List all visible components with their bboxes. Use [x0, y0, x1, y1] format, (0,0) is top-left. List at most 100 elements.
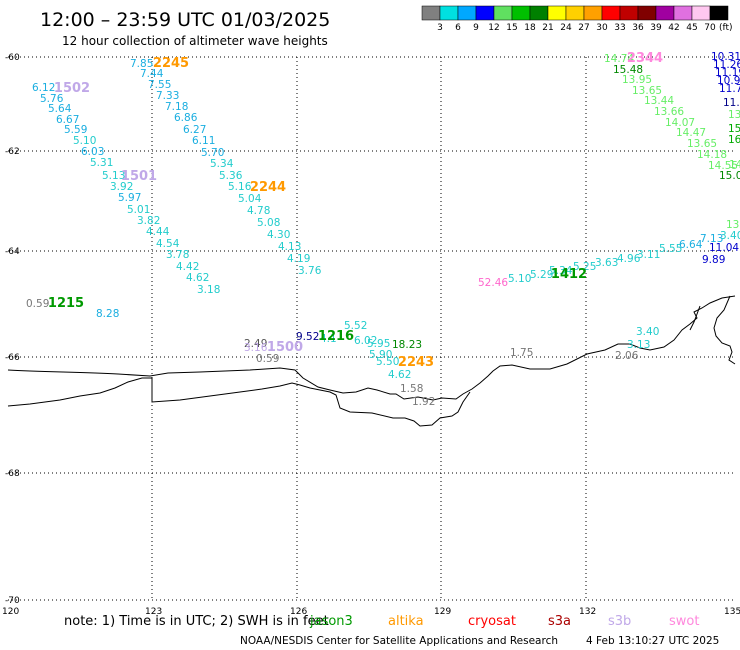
wave-height-value: 4.30: [267, 229, 290, 241]
wave-height-value: 52.46: [478, 277, 508, 289]
lon-label: 135: [724, 607, 740, 617]
wave-height-values: 7.857.447.557.337.186.866.276.115.705.34…: [26, 51, 740, 408]
wave-height-value: 5.13: [102, 170, 125, 182]
legend-label: 33: [614, 23, 625, 33]
coastline-east: [713, 295, 736, 365]
pass-label: 2243: [398, 355, 434, 370]
pass-label: 1501: [121, 169, 157, 184]
pass-label: 1215: [48, 296, 84, 311]
wave-height-value: 10.92: [717, 75, 740, 87]
wave-height-value: 3.78: [166, 249, 189, 261]
lon-label: 123: [145, 607, 162, 617]
wave-height-value: 6.02: [354, 335, 377, 347]
legend-swatch: [511, 5, 531, 21]
legend-swatch: [475, 5, 495, 21]
wave-height-value: 4.42: [176, 261, 199, 273]
wave-height-value: 9.89: [702, 254, 725, 266]
legend-swatch: [709, 5, 729, 21]
wave-height-value: 3.82: [137, 215, 160, 227]
satellite-legend-s3a: s3a: [548, 614, 571, 629]
lat-label: -60: [5, 53, 20, 63]
satellite-legend: jason3 altika cryosat s3a s3b swot: [309, 614, 699, 629]
wave-height-value: 11.97: [723, 97, 740, 109]
pass-label: 2344: [627, 51, 663, 66]
lon-axis-labels: 120 123 126 129 132 135: [2, 607, 740, 617]
wave-height-value: 5.25: [573, 261, 596, 273]
wave-height-value: 3.63: [595, 257, 618, 269]
satellite-legend-altika: altika: [388, 614, 424, 629]
wave-height-value: 1.58: [400, 383, 423, 395]
wave-height-value: 5.31: [90, 157, 113, 169]
legend-label: 12: [488, 23, 499, 33]
wave-height-value: 5.29: [530, 269, 553, 281]
wave-height-value: 6.11: [192, 135, 215, 147]
wave-height-value: 4.44: [146, 226, 170, 238]
legend-swatch: [493, 5, 513, 21]
wave-height-value: 3.16: [244, 342, 268, 354]
wave-height-value: 15.2: [728, 123, 740, 135]
wave-height-value: 14.74: [604, 53, 634, 65]
wave-height-value: 6.67: [56, 114, 79, 126]
wave-height-value: 5.50: [376, 356, 399, 368]
legend-swatch: [655, 5, 675, 21]
wave-height-value: 7.55: [148, 79, 171, 91]
legend-label: 27: [578, 23, 589, 33]
footer-note: note: 1) Time is in UTC; 2) SWH is in fe…: [64, 614, 329, 629]
pass-label: 2244: [250, 180, 286, 195]
lat-label: -68: [5, 469, 20, 479]
wave-height-value: 5.95: [367, 338, 390, 350]
map-subtitle: 12 hour collection of altimeter wave hei…: [62, 34, 328, 48]
wave-height-value: 3.11: [637, 249, 660, 261]
legend-label: 24: [560, 23, 572, 33]
wave-height-value: 15.48: [613, 64, 643, 76]
lat-label: -62: [5, 147, 20, 157]
wave-height-value: 7.33: [156, 90, 179, 102]
legend-label: 39: [650, 23, 662, 33]
wave-height-value: 13.44: [644, 95, 674, 107]
legend-swatch: [637, 5, 657, 21]
pass-label: 1412: [551, 267, 587, 282]
legend-swatch: [439, 5, 459, 21]
wave-height-value: 5.64: [48, 103, 72, 115]
wave-height-value: 11.04: [709, 242, 739, 254]
legend-swatch: [529, 5, 549, 21]
wave-height-value: 11.75: [719, 83, 740, 95]
wave-height-value: 5.52: [344, 320, 367, 332]
wave-height-value: 5.10: [508, 273, 531, 285]
lat-label: -64: [5, 247, 20, 257]
wave-height-value: 13.66: [654, 106, 684, 118]
wave-height-value: 5.08: [257, 217, 280, 229]
wave-height-value: 4.54: [156, 238, 180, 250]
wave-height-value: 13.65: [632, 85, 662, 97]
lat-axis-labels: -60 -62 -64 -66 -68 -70: [5, 53, 20, 606]
wave-height-value: 6.86: [174, 112, 198, 124]
legend-unit: (ft): [719, 23, 733, 33]
wave-height-value: 2.49: [244, 338, 267, 350]
wave-height-value: 4.13: [278, 241, 301, 253]
legend-label: 21: [542, 23, 553, 33]
satellite-legend-cryosat: cryosat: [468, 614, 516, 629]
wave-height-value: 13.65: [687, 138, 717, 150]
wave-height-value: 5.16: [228, 181, 252, 193]
wave-height-value: 0.59: [26, 298, 49, 310]
wave-height-value: 6.03: [81, 146, 104, 158]
wave-height-value: 5.04: [238, 193, 262, 205]
legend-label: 18: [524, 23, 536, 33]
wave-height-value: 13.3: [728, 109, 740, 121]
legend-swatch: [673, 5, 693, 21]
legend-label: 3: [437, 23, 443, 33]
footer-credit: NOAA/NESDIS Center for Satellite Applica…: [240, 635, 558, 647]
wave-height-value: 4.78: [247, 205, 270, 217]
legend-label: 6: [455, 23, 461, 33]
wave-height-value: 13.8: [726, 219, 740, 231]
legend-label: 15: [506, 23, 517, 33]
lat-label: -66: [5, 353, 20, 363]
lat-lon-grid: [8, 56, 735, 601]
wave-height-value: 5.36: [219, 170, 243, 182]
legend-label: 42: [668, 23, 679, 33]
legend-swatch: [421, 5, 441, 21]
wave-height-value: 18.23: [392, 339, 422, 351]
wave-height-value: 3.40: [720, 230, 740, 242]
coastline-inlet: [689, 305, 701, 331]
